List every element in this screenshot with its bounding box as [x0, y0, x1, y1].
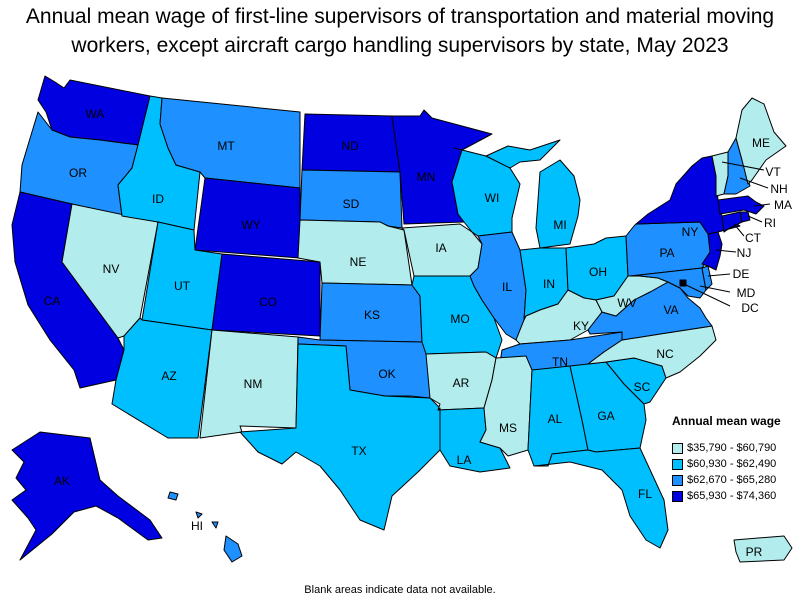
leader-nj: [715, 249, 737, 253]
legend: Annual mean wage $35,790 - $60,790 $60,9…: [672, 414, 781, 504]
label-IN: IN: [543, 277, 555, 291]
legend-swatch: [672, 474, 683, 486]
label-NE: NE: [350, 255, 367, 269]
legend-label: $35,790 - $60,790: [687, 442, 777, 454]
label-TX: TX: [351, 444, 366, 458]
state-TX[interactable]: [239, 343, 441, 531]
state-MA[interactable]: [717, 195, 765, 215]
label-HI: HI: [191, 519, 203, 533]
legend-item: $62,670 - $65,280: [672, 472, 781, 488]
label-ID: ID: [152, 192, 164, 206]
label-MT: MT: [217, 139, 235, 153]
label-AK: AK: [54, 474, 70, 488]
legend-item: $65,930 - $74,360: [672, 488, 781, 504]
state-CT[interactable]: [721, 211, 743, 233]
label-PA: PA: [659, 246, 674, 260]
leader-ma: [753, 203, 771, 207]
state-MI[interactable]: [485, 139, 581, 249]
label-NH: NH: [770, 182, 787, 196]
legend-swatch: [672, 458, 683, 470]
footnote: Blank areas indicate data not available.: [304, 584, 496, 596]
label-CA: CA: [44, 294, 61, 308]
label-MD: MD: [737, 286, 756, 300]
legend-label: $65,930 - $74,360: [687, 490, 777, 502]
label-WY: WY: [241, 218, 260, 232]
label-WA: WA: [86, 107, 105, 121]
label-MN: MN: [417, 170, 436, 184]
label-MO: MO: [450, 312, 469, 326]
legend-item: $60,930 - $62,490: [672, 456, 781, 472]
label-NM: NM: [244, 377, 263, 391]
label-LA: LA: [457, 453, 472, 467]
label-MA: MA: [774, 198, 792, 212]
legend-item: $35,790 - $60,790: [672, 440, 781, 456]
label-NY: NY: [682, 225, 699, 239]
state-NJ[interactable]: [701, 231, 723, 271]
label-NV: NV: [103, 262, 120, 276]
label-KY: KY: [573, 319, 589, 333]
state-DE[interactable]: [701, 265, 713, 291]
label-MS: MS: [499, 421, 517, 435]
label-OH: OH: [589, 265, 607, 279]
label-DC: DC: [741, 301, 759, 315]
leader-ct: [733, 223, 745, 237]
label-PR: PR: [746, 545, 763, 559]
label-ND: ND: [341, 139, 359, 153]
map-title: Annual mean wage of first-line superviso…: [25, 5, 775, 57]
leader-dc: [683, 283, 731, 307]
label-SC: SC: [634, 380, 651, 394]
label-ME: ME: [752, 136, 770, 150]
label-SD: SD: [343, 197, 360, 211]
label-CT: CT: [745, 231, 762, 245]
label-TN: TN: [552, 355, 568, 369]
state-RI[interactable]: [739, 211, 751, 223]
label-IL: IL: [502, 280, 512, 294]
label-RI: RI: [764, 216, 776, 230]
leader-de: [707, 273, 731, 277]
state-AK[interactable]: [11, 431, 163, 561]
state-PR[interactable]: [733, 535, 793, 563]
label-IA: IA: [435, 241, 446, 255]
label-OR: OR: [69, 166, 87, 180]
state-MT[interactable]: [159, 97, 301, 189]
legend-swatch: [672, 442, 683, 454]
label-OK: OK: [378, 367, 395, 381]
leader-md: [699, 285, 731, 293]
leader-ri: [747, 215, 763, 223]
state-MS[interactable]: [479, 355, 533, 457]
label-AZ: AZ: [161, 369, 176, 383]
label-GA: GA: [597, 409, 614, 423]
label-UT: UT: [174, 279, 191, 293]
label-CO: CO: [259, 295, 277, 309]
label-DE: DE: [733, 267, 750, 281]
label-FL: FL: [638, 487, 652, 501]
label-VT: VT: [765, 165, 781, 179]
state-ME[interactable]: [735, 97, 787, 185]
legend-title: Annual mean wage: [672, 414, 781, 428]
label-KS: KS: [364, 308, 380, 322]
label-NJ: NJ: [737, 246, 752, 260]
label-WI: WI: [485, 191, 500, 205]
label-NC: NC: [656, 347, 674, 361]
label-WV: WV: [617, 296, 636, 310]
label-AL: AL: [548, 412, 563, 426]
state-HI[interactable]: [167, 491, 243, 563]
legend-swatch: [672, 490, 683, 502]
legend-label: $60,930 - $62,490: [687, 458, 777, 470]
dc-marker: [680, 280, 686, 286]
legend-label: $62,670 - $65,280: [687, 474, 777, 486]
leader-vt: [721, 161, 765, 171]
state-AZ[interactable]: [111, 317, 213, 439]
state-FL[interactable]: [533, 447, 669, 549]
label-VA: VA: [663, 303, 678, 317]
leader-nh: [739, 177, 769, 189]
label-AR: AR: [453, 376, 470, 390]
label-MI: MI: [553, 218, 566, 232]
